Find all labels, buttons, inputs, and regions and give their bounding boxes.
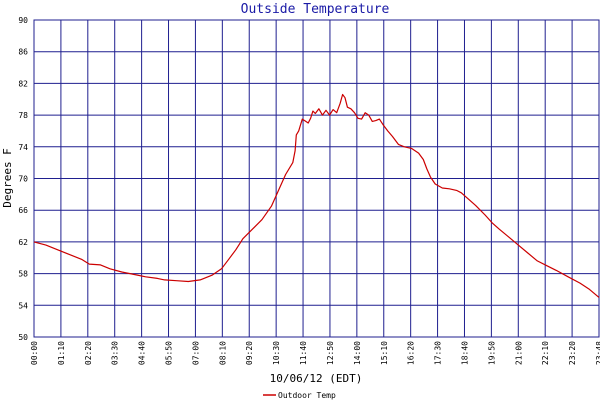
x-tick-label: 04:40 [138, 341, 147, 365]
x-tick-label: 11:40 [299, 341, 308, 365]
x-tick-label: 17:30 [434, 341, 443, 365]
y-tick-label: 78 [18, 111, 28, 120]
y-tick-label: 82 [18, 79, 28, 88]
x-tick-label: 08:10 [218, 341, 227, 365]
chart-title: Outside Temperature [241, 2, 390, 17]
x-tick-label: 23:48 [595, 341, 600, 365]
y-tick-label: 90 [18, 16, 28, 25]
x-axis-label: 10/06/12 (EDT) [270, 372, 363, 385]
x-tick-label: 23:20 [568, 341, 577, 365]
y-tick-label: 86 [18, 48, 28, 57]
y-tick-label: 70 [18, 175, 28, 184]
x-tick-label: 22:10 [541, 341, 550, 365]
y-tick-label: 50 [18, 333, 28, 342]
legend: Outdoor Temp [263, 391, 336, 400]
grid-lines [33, 19, 600, 338]
x-tick-label: 10:30 [272, 341, 281, 365]
y-tick-label: 62 [18, 238, 28, 247]
x-axis-ticks: 00:00 01:10 02:20 03:30 04:40 05:50 07:00 08:10… [30, 341, 600, 365]
y-tick-label: 66 [18, 206, 28, 215]
series-layer [33, 93, 600, 298]
x-tick-label: 01:10 [57, 341, 66, 365]
x-tick-label: 07:00 [191, 341, 200, 365]
x-tick-label: 21:00 [514, 341, 523, 365]
x-tick-label: 05:50 [165, 341, 174, 365]
x-tick-label: 02:20 [84, 341, 93, 365]
x-tick-label: 15:10 [380, 341, 389, 365]
x-tick-label: 19:50 [487, 341, 496, 365]
y-tick-label: 58 [18, 270, 28, 279]
y-tick-label: 74 [18, 143, 28, 152]
y-axis-label: Degrees F [1, 148, 14, 208]
legend-label-outdoor-temp: Outdoor Temp [278, 391, 336, 400]
x-tick-label: 00:00 [30, 341, 39, 365]
x-tick-label: 18:40 [460, 341, 469, 365]
y-tick-label: 54 [18, 301, 28, 310]
y-axis-ticks: 50 54 58 62 66 70 74 78 82 86 90 [18, 16, 28, 342]
x-tick-label: 09:20 [245, 341, 254, 365]
x-tick-label: 12:50 [326, 341, 335, 365]
x-tick-label: 16:20 [407, 341, 416, 365]
series-line-outdoor-temp [33, 93, 600, 298]
x-tick-label: 14:00 [353, 341, 362, 365]
x-tick-label: 03:30 [111, 341, 120, 365]
